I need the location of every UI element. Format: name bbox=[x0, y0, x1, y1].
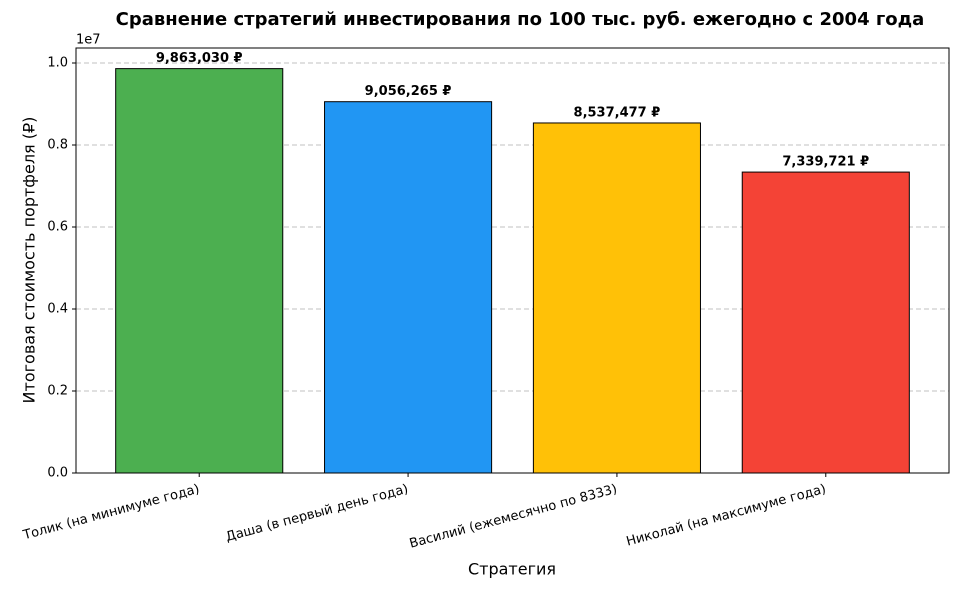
bar bbox=[532, 122, 701, 474]
plot-frame bbox=[75, 47, 950, 474]
chart-title: Сравнение стратегий инвестирования по 10… bbox=[116, 9, 925, 30]
data-label: 9,863,030 ₽ bbox=[156, 51, 243, 66]
bar bbox=[741, 171, 910, 474]
x-tick-label: Даша (в первый день года) bbox=[224, 482, 410, 545]
bar bbox=[324, 101, 493, 474]
data-label: 9,056,265 ₽ bbox=[365, 84, 452, 99]
bar bbox=[115, 68, 284, 474]
y-tick-label: 0.0 bbox=[47, 466, 68, 481]
y-axis-label: Итоговая стоимость портфеля (₽) bbox=[20, 117, 39, 404]
y-tick-label: 0.4 bbox=[47, 302, 68, 317]
x-tick-label: Николай (на максимуме года) bbox=[625, 482, 828, 550]
y-tick-label: 0.8 bbox=[47, 138, 68, 153]
data-label: 7,339,721 ₽ bbox=[782, 155, 869, 170]
y-tick-label: 0.2 bbox=[47, 384, 68, 399]
y-tick-label: 1.0 bbox=[47, 56, 68, 71]
y-tick-label: 0.6 bbox=[47, 220, 68, 235]
x-tick-label: Толик (на минимуме года) bbox=[21, 482, 201, 544]
x-tick-label: Василий (ежемесячно по 8333) bbox=[408, 482, 619, 552]
y-offset-label: 1e7 bbox=[76, 33, 101, 48]
data-label: 8,537,477 ₽ bbox=[574, 105, 661, 120]
x-axis-label: Стратегия bbox=[468, 560, 556, 579]
